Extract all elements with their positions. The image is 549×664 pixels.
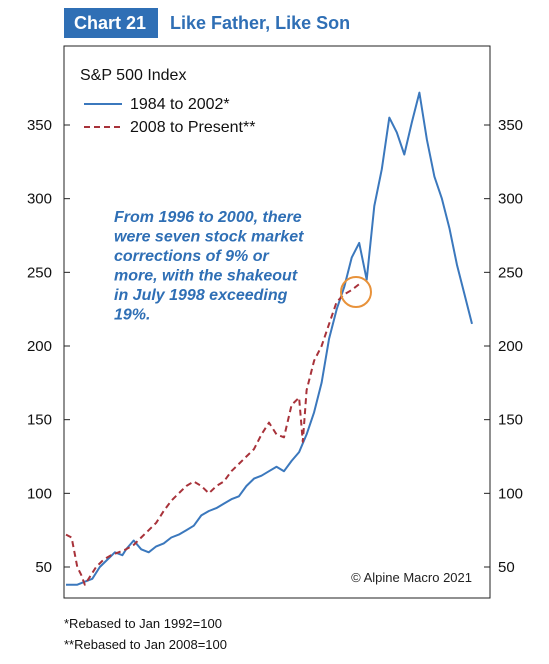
left-tick-label-100: 100 <box>27 485 52 502</box>
left-tick-label-300: 300 <box>27 191 52 208</box>
right-tick-label-250: 250 <box>498 264 523 281</box>
left-tick-label-200: 200 <box>27 338 52 355</box>
right-tick-label-100: 100 <box>498 485 523 502</box>
legend-label-1984: 1984 to 2002* <box>130 96 230 113</box>
annotation-line: more, with the shakeout <box>114 268 298 285</box>
highlight-circle <box>340 276 372 308</box>
chart-header: Chart 21 Like Father, Like Son <box>64 8 350 38</box>
footnote-1984: *Rebased to Jan 1992=100 <box>64 616 222 631</box>
annotation-line: were seven stock market <box>114 229 304 246</box>
annotation-line: From 1996 to 2000, there <box>114 209 302 226</box>
left-tick-label-350: 350 <box>27 117 52 134</box>
series-line-1984-2002 <box>66 91 473 586</box>
left-tick-label-50: 50 <box>35 559 52 576</box>
annotation-line: in July 1998 exceeding <box>114 287 288 304</box>
right-tick-label-150: 150 <box>498 412 523 429</box>
index-label: S&P 500 Index <box>80 67 186 84</box>
chart-title: Like Father, Like Son <box>170 12 351 33</box>
y-axis-ticks: 50 50 100 100 150 150 200 200 250 250 300 300 350 350 <box>27 117 523 576</box>
annotation-line: corrections of 9% or <box>114 248 269 265</box>
copyright-label: © Alpine Macro 2021 <box>351 570 472 585</box>
series-line-2008-present <box>65 283 360 586</box>
annotation-text: From 1996 to 2000, there were seven stock… <box>114 209 304 324</box>
series-layer <box>65 91 473 586</box>
chart-number-badge: Chart 21 <box>64 8 159 38</box>
left-tick-label-250: 250 <box>27 264 52 281</box>
annotation-line: 19%. <box>114 307 150 324</box>
right-tick-label-350: 350 <box>498 117 523 134</box>
right-tick-label-300: 300 <box>498 191 523 208</box>
right-tick-label-50: 50 <box>498 559 515 576</box>
left-tick-label-150: 150 <box>27 412 52 429</box>
legend-label-2008: 2008 to Present** <box>130 119 255 136</box>
footnote-2008: **Rebased to Jan 2008=100 <box>64 637 227 652</box>
plot-frame <box>63 45 491 599</box>
right-tick-label-200: 200 <box>498 338 523 355</box>
